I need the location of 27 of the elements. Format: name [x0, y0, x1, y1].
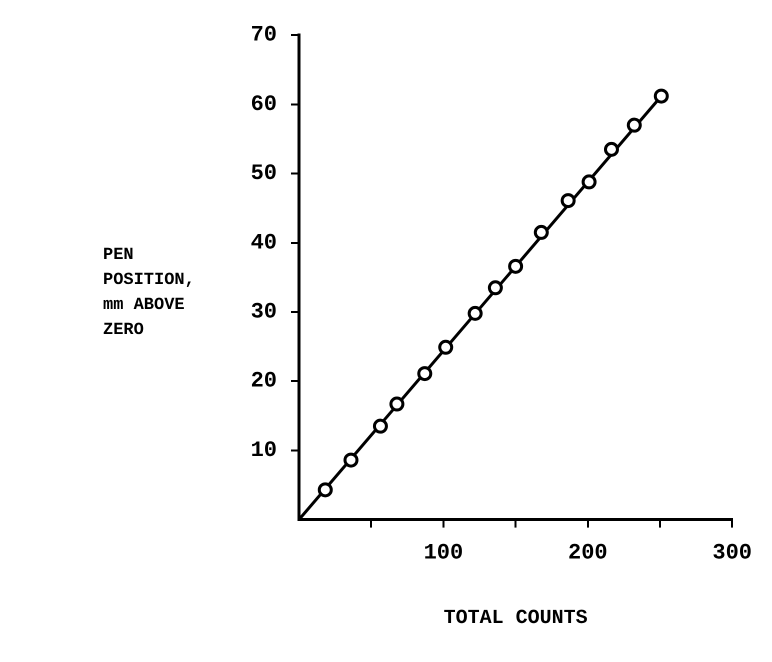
y-tick-label: 40: [250, 230, 277, 256]
y-tick-label: 50: [250, 161, 277, 186]
y-tick-label: 70: [250, 22, 277, 48]
x-tick-label: 200: [568, 540, 608, 566]
y-tick-label: 60: [250, 92, 277, 117]
y-tick-label: 10: [250, 438, 277, 463]
x-tick-label: 300: [712, 540, 752, 566]
point: [604, 142, 619, 157]
y-tick-label: 20: [250, 368, 277, 394]
x-tick-label: 100: [424, 540, 464, 566]
point: [626, 118, 642, 133]
point: [468, 306, 483, 321]
point: [343, 452, 358, 468]
y-tick-label: 30: [250, 300, 277, 325]
x-axis-title: TOTAL COUNTS: [444, 607, 588, 630]
point: [318, 482, 333, 498]
point: [417, 366, 432, 382]
point: [438, 340, 454, 355]
point: [508, 258, 524, 274]
point: [534, 224, 549, 240]
point: [389, 396, 404, 412]
point: [488, 280, 503, 296]
point: [582, 174, 597, 190]
point: [372, 418, 388, 434]
y-axis-title: PEN POSITION, mm ABOVE ZERO: [103, 245, 195, 342]
point: [654, 88, 669, 104]
point: [560, 193, 576, 208]
